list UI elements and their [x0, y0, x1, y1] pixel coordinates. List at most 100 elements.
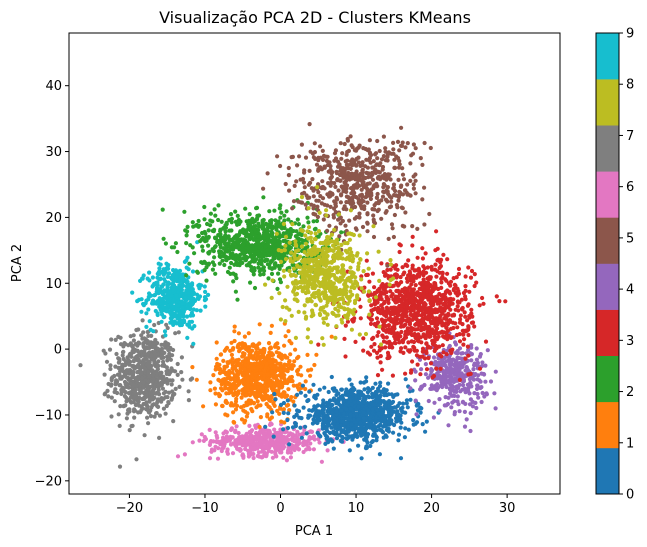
data-point — [468, 411, 473, 416]
data-point — [246, 383, 251, 388]
data-point — [415, 272, 420, 277]
data-point — [157, 435, 162, 440]
data-point — [356, 417, 361, 422]
data-point — [455, 351, 460, 356]
data-point — [364, 375, 369, 380]
data-point — [269, 363, 274, 368]
data-point — [348, 414, 353, 419]
data-point — [420, 384, 425, 389]
data-point — [197, 438, 202, 443]
data-point — [156, 269, 161, 275]
data-point — [387, 399, 392, 404]
data-point — [120, 350, 126, 355]
data-point — [433, 248, 438, 253]
data-point — [248, 399, 254, 405]
data-point — [281, 390, 286, 395]
data-point — [390, 345, 395, 350]
data-point — [429, 311, 434, 316]
data-point — [276, 445, 281, 450]
data-point — [415, 255, 420, 260]
data-point — [473, 372, 478, 377]
data-point — [178, 318, 183, 323]
data-point — [167, 347, 172, 352]
data-point — [455, 304, 460, 309]
data-point — [365, 432, 371, 437]
data-point — [175, 372, 180, 377]
data-point — [115, 390, 120, 396]
data-point — [210, 267, 215, 272]
data-point — [274, 382, 279, 387]
data-point — [117, 464, 123, 469]
data-point — [168, 357, 173, 362]
data-point — [185, 335, 190, 340]
data-point — [271, 381, 276, 386]
data-point — [261, 432, 266, 437]
data-point — [248, 436, 253, 441]
data-point — [124, 381, 129, 386]
data-point — [330, 402, 335, 408]
data-point — [169, 316, 174, 321]
data-point — [372, 301, 377, 306]
data-point — [266, 341, 272, 346]
data-point — [358, 304, 363, 309]
data-point — [359, 390, 364, 395]
data-point — [406, 348, 411, 353]
data-point — [454, 358, 459, 363]
data-point — [429, 314, 434, 319]
data-point — [381, 435, 386, 440]
data-point — [430, 289, 435, 294]
data-point — [171, 279, 176, 284]
data-point — [472, 363, 477, 368]
data-point — [157, 413, 162, 418]
data-point — [208, 211, 213, 216]
data-point — [263, 391, 268, 396]
data-point — [298, 390, 303, 395]
data-point — [211, 249, 216, 254]
data-point — [334, 409, 339, 414]
data-point — [291, 383, 296, 388]
data-point — [203, 297, 209, 302]
data-point — [437, 360, 442, 365]
data-point — [220, 258, 225, 263]
data-point — [139, 309, 144, 314]
data-point — [175, 454, 181, 459]
data-point — [163, 241, 168, 246]
data-point — [196, 283, 201, 288]
data-point — [133, 402, 138, 408]
data-point — [186, 389, 191, 394]
data-point — [179, 272, 184, 277]
data-point — [183, 295, 188, 300]
data-point — [231, 346, 236, 351]
data-point — [428, 345, 433, 350]
data-point — [245, 378, 250, 384]
data-point — [409, 282, 414, 287]
data-point — [291, 399, 296, 404]
data-point — [460, 328, 465, 333]
data-point — [249, 429, 254, 434]
data-point — [476, 395, 481, 400]
data-point — [220, 377, 226, 382]
data-point — [441, 372, 446, 377]
data-point — [377, 384, 383, 389]
data-point — [380, 367, 385, 372]
data-point — [384, 340, 390, 345]
data-point — [223, 347, 228, 352]
data-point — [431, 355, 437, 360]
data-point — [166, 266, 171, 271]
data-point — [151, 402, 156, 407]
data-point — [412, 312, 417, 317]
data-point — [276, 437, 282, 442]
data-point — [364, 258, 369, 263]
data-point — [258, 403, 263, 408]
data-point — [399, 303, 404, 308]
data-point — [138, 369, 143, 374]
data-point — [203, 304, 208, 309]
data-point — [141, 303, 146, 308]
data-point — [312, 394, 317, 400]
data-point — [435, 258, 440, 263]
data-point — [404, 300, 409, 305]
data-point — [114, 351, 119, 357]
data-point — [177, 323, 183, 328]
data-point — [385, 267, 390, 273]
data-point — [161, 282, 166, 287]
